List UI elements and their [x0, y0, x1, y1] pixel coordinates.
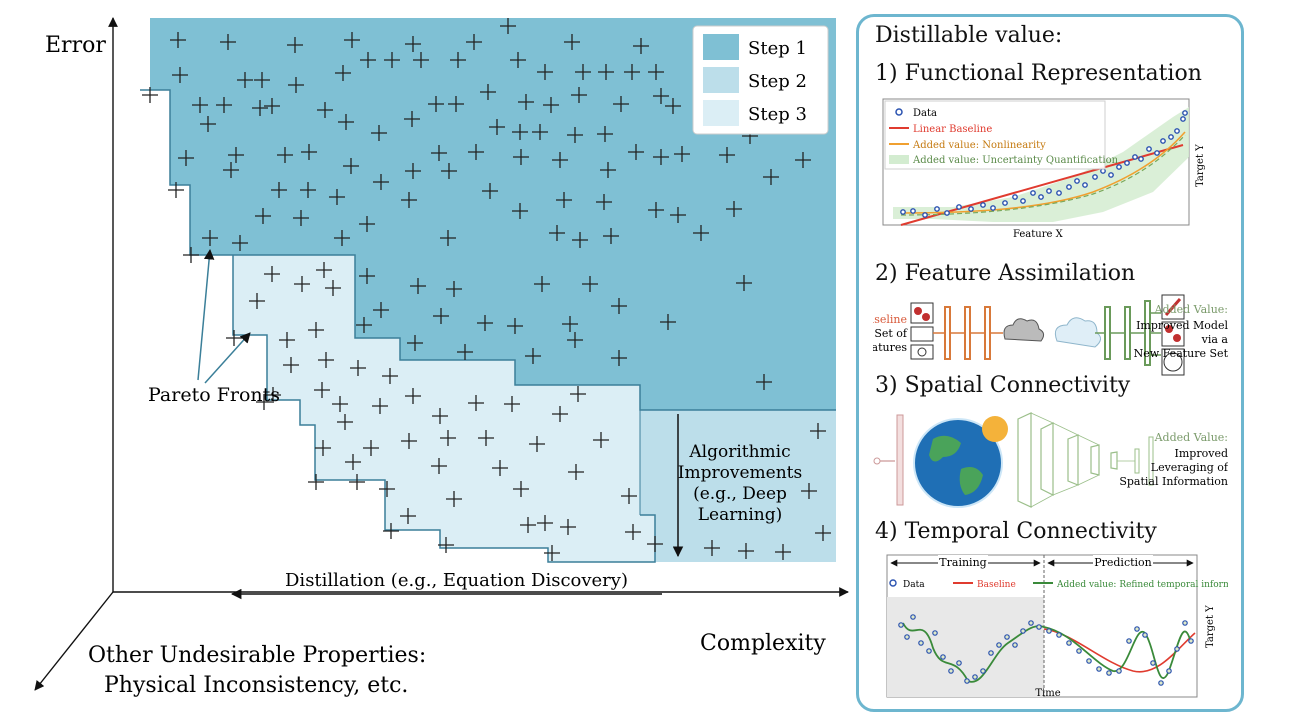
s4-xlabel: Time: [1035, 688, 1060, 699]
pareto-arrow-1: [197, 248, 215, 381]
s4-training: Training: [939, 556, 986, 569]
s2-added-3: New Feature Set: [1134, 347, 1228, 360]
section4-title: 4) Temporal Connectivity: [875, 519, 1157, 544]
s1-legend-nonlin: Added value: Nonlinearity: [912, 140, 1046, 151]
algo-label-1: Algorithmic: [688, 442, 790, 462]
s3-added-title: Added Value:: [1154, 431, 1228, 444]
step1-region: [150, 18, 836, 410]
main-diagram: Error Complexity Other Undesirable Prope…: [34, 17, 849, 698]
plus-markers: [142, 18, 831, 561]
s1-xlabel: Feature X: [1013, 229, 1064, 240]
legend-step2: Step 2: [748, 71, 807, 92]
x-axis-label: Complexity: [700, 631, 826, 656]
section1-title: 1) Functional Representation: [875, 61, 1202, 86]
s1-legend-uq: Added value: Uncertainty Quantification: [912, 155, 1119, 166]
s4-ylabel: Target Y: [1205, 605, 1216, 648]
section4-figure: Training Prediction Data Baseline Added …: [873, 553, 1255, 703]
section1-figure: Data Linear Baseline Added value: Nonlin…: [873, 97, 1228, 247]
s2-added-1: Improved Model: [1136, 319, 1228, 332]
distillable-value-panel: Distillable value: 1) Functional Represe…: [856, 14, 1255, 712]
z-axis-label-line1: Other Undesirable Properties:: [88, 643, 426, 668]
s4-prediction: Prediction: [1094, 556, 1152, 569]
pareto-front-step3: [232, 255, 656, 563]
legend-step1: Step 1: [748, 38, 807, 59]
step3-region: [233, 255, 655, 562]
s4-legend-refined: Added value: Refined temporal informatio…: [1056, 580, 1228, 590]
y-axis-label: Error: [45, 33, 106, 58]
s2-left-2: Features: [873, 341, 907, 354]
section3-title: 3) Spatial Connectivity: [875, 373, 1131, 398]
s1-legend-baseline: Linear Baseline: [913, 124, 992, 135]
section2-title: 2) Feature Assimilation: [875, 261, 1136, 286]
s1-legend-data: Data: [913, 108, 937, 119]
algo-label-2: Improvements: [678, 463, 802, 483]
pareto-arrow-2: [204, 332, 251, 384]
s2-added-title: Added Value:: [1154, 303, 1228, 316]
algo-label-3: (e.g., Deep: [693, 484, 787, 504]
s1-ylabel: Target Y: [1195, 144, 1206, 187]
pareto-front-step1: [140, 89, 836, 411]
pareto-label: Pareto Fronts: [148, 384, 280, 406]
z-axis: [34, 591, 114, 691]
distill-label: Distillation (e.g., Equation Discovery): [285, 570, 628, 591]
s4-legend-baseline: Baseline: [977, 580, 1016, 590]
section2-figure: Baseline Set of Features Added: [858, 293, 1229, 383]
panel-heading: Distillable value:: [875, 23, 1063, 48]
step2-region: [640, 410, 836, 562]
legend-step3: Step 3: [748, 104, 807, 125]
s2-added-2: via a: [1201, 333, 1228, 346]
s2-left-1: Set of: [874, 327, 908, 340]
s4-legend-data: Data: [903, 580, 925, 590]
s3-added-1: Improved: [1175, 447, 1228, 460]
s2-baseline: Baseline: [873, 313, 907, 326]
section3-figure: Added Value: Improved Leveraging of Spat…: [873, 409, 1229, 513]
z-axis-label-line2: Physical Inconsistency, etc.: [104, 673, 408, 698]
legend: Step 1 Step 2 Step 3: [692, 25, 829, 135]
s3-added-2: Leveraging of: [1151, 461, 1228, 474]
algo-label-4: Learning): [698, 505, 782, 525]
s3-added-3: Spatial Information: [1119, 475, 1228, 488]
